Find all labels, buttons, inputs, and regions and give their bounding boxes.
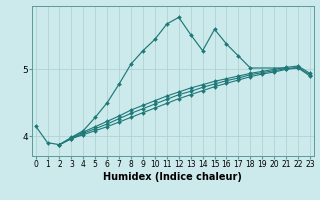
X-axis label: Humidex (Indice chaleur): Humidex (Indice chaleur) <box>103 172 242 182</box>
